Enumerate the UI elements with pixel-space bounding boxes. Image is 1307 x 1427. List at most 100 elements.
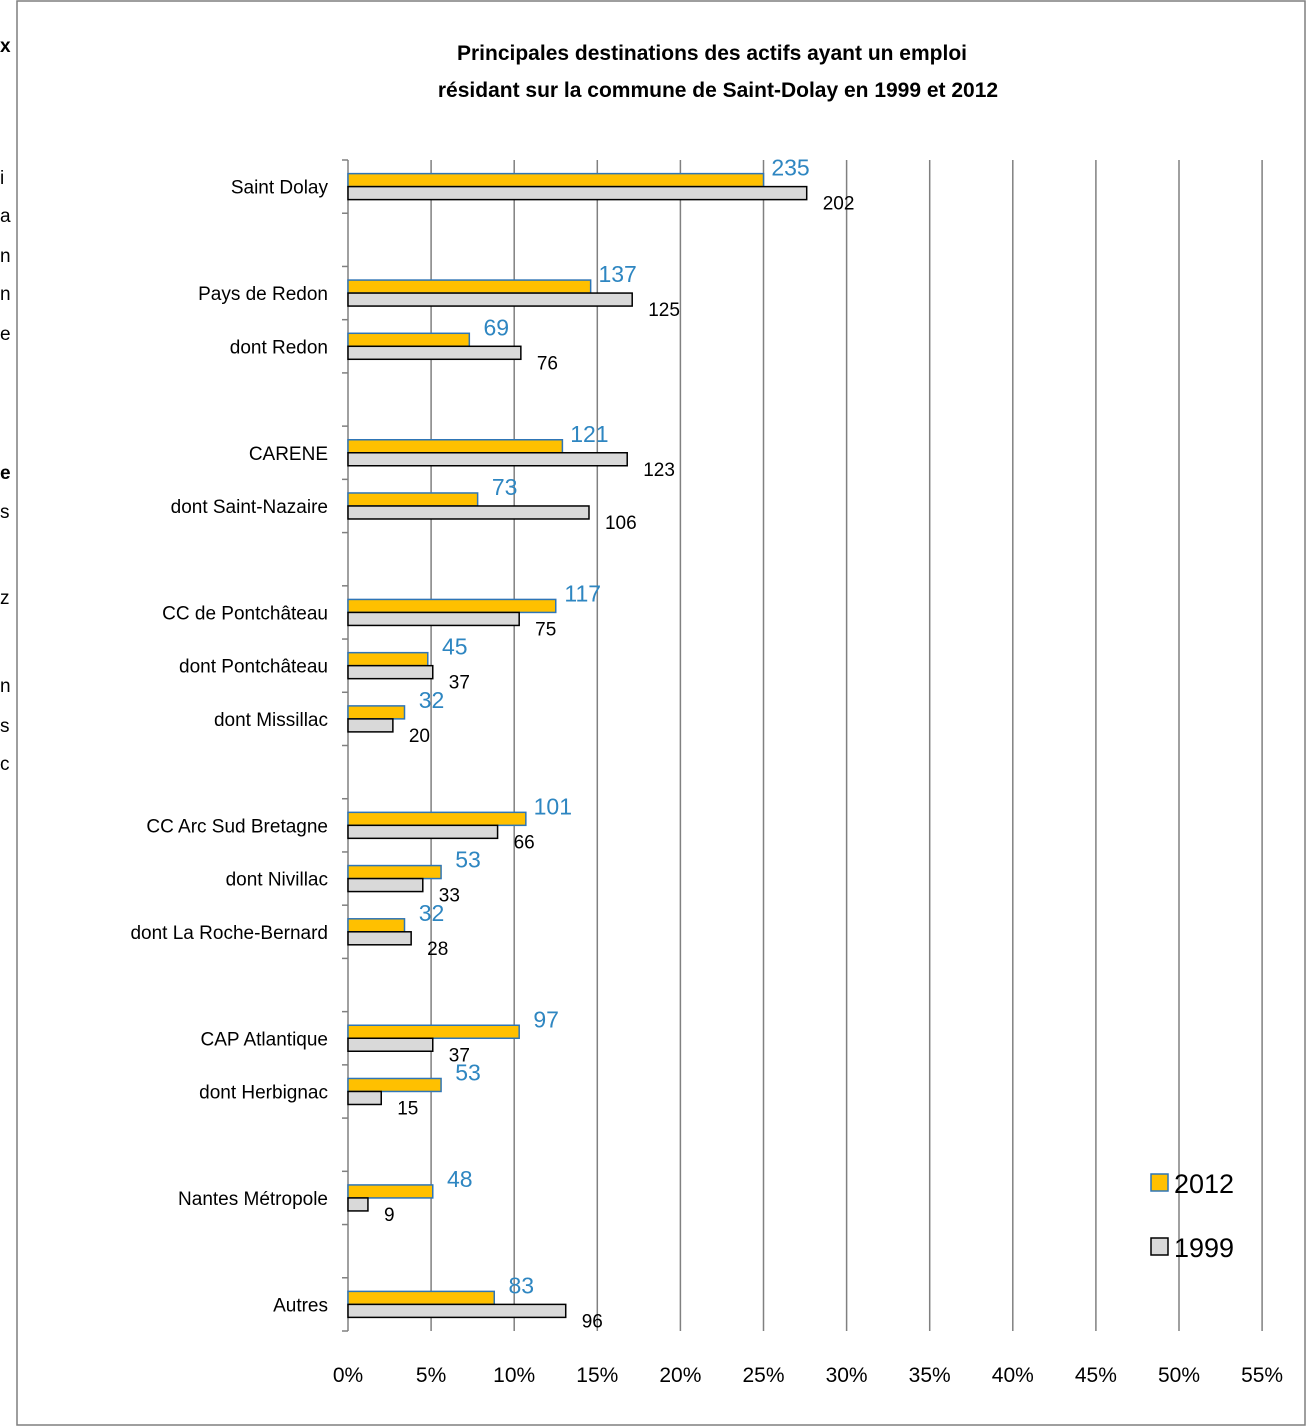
bar-1999	[347, 931, 412, 946]
legend-swatch-1999	[1150, 1237, 1169, 1256]
x-tick-label: 0%	[333, 1364, 363, 1387]
data-label-1999: 33	[439, 886, 460, 907]
data-label-1999: 9	[384, 1205, 395, 1226]
side-text-fragment: x	[0, 36, 11, 57]
category-label: Saint Dolay	[231, 178, 329, 199]
legend-swatch-2012	[1150, 1173, 1169, 1192]
side-text-fragment: s	[0, 502, 10, 523]
data-label-2012: 83	[508, 1272, 534, 1298]
x-tick-label: 5%	[416, 1364, 446, 1387]
data-label-2012: 53	[455, 1059, 481, 1085]
data-label-2012: 137	[598, 261, 636, 287]
x-tick-label: 30%	[826, 1364, 868, 1387]
bar-2012	[347, 918, 406, 933]
legend-label-2012: 2012	[1174, 1169, 1234, 1199]
chart-title-line-1: Principales destinations des actifs ayan…	[457, 42, 967, 65]
data-label-1999: 20	[409, 726, 430, 747]
x-tick-label: 20%	[659, 1364, 701, 1387]
category-label: Autres	[273, 1295, 328, 1316]
bar-1999	[347, 452, 628, 467]
data-label-1999: 66	[514, 832, 535, 853]
category-label: dont Nivillac	[226, 870, 328, 891]
x-tick-label: 45%	[1075, 1364, 1117, 1387]
category-label: dont Redon	[230, 337, 328, 358]
bar-2012	[347, 598, 557, 614]
bar-2012	[347, 332, 471, 348]
side-text-fragment: e	[0, 324, 11, 345]
data-label-1999: 76	[537, 353, 558, 374]
legend: 2012 1999	[1150, 1169, 1234, 1263]
x-tick-label: 55%	[1241, 1364, 1283, 1387]
bar-1999	[347, 505, 590, 520]
bar-1999	[347, 664, 434, 680]
data-label-1999: 125	[648, 300, 680, 321]
category-labels: Saint Dolay Pays de Redon dont Redon CARENE…	[130, 178, 328, 1317]
category-label: CC Arc Sud Bretagne	[146, 816, 328, 837]
data-label-2012: 53	[455, 847, 481, 873]
data-label-1999: 37	[449, 673, 470, 694]
bar-1999	[347, 345, 522, 361]
data-label-2012: 69	[484, 314, 510, 340]
side-text-fragment: s	[0, 716, 10, 737]
data-label-1999: 37	[449, 1045, 470, 1066]
bar-1999	[347, 611, 520, 627]
side-text-fragment: e	[0, 463, 11, 484]
x-tick-label: 35%	[909, 1364, 951, 1387]
bar-2012	[347, 172, 765, 188]
bar-2012	[347, 705, 406, 720]
data-label-1999: 123	[643, 460, 675, 481]
data-label-1999: 15	[397, 1098, 418, 1119]
bar-1999	[347, 877, 424, 893]
x-tick-label: 25%	[742, 1364, 784, 1387]
category-label: dont Saint-Nazaire	[171, 497, 328, 518]
side-text-fragment: c	[0, 754, 10, 775]
bar-2012	[347, 1077, 442, 1093]
bar-2012	[347, 1290, 496, 1306]
data-label-2012: 32	[419, 900, 445, 926]
bar-1999	[347, 185, 808, 201]
bar-2012	[347, 864, 442, 880]
side-text-fragment: n	[0, 246, 11, 267]
bar-2012	[347, 1184, 434, 1199]
data-label-2012: 121	[570, 421, 608, 447]
category-label: CAP Atlantique	[201, 1029, 328, 1050]
category-label: dont Herbignac	[199, 1082, 328, 1103]
bar-1999	[347, 1197, 369, 1212]
chart-title-line-2: résidant sur la commune de Saint-Dolay e…	[438, 79, 998, 102]
value-labels: 2352021371256976121123731061177545373220…	[384, 155, 854, 1333]
cropped-side-text: x i a n n e e s z n s c	[0, 36, 11, 775]
bar-1999	[347, 1037, 434, 1052]
side-text-fragment: a	[0, 206, 11, 227]
category-label: Pays de Redon	[198, 284, 328, 305]
x-tick-label: 15%	[576, 1364, 618, 1387]
bar-2012	[347, 811, 527, 827]
data-label-1999: 75	[535, 619, 556, 640]
bar-1999	[347, 1303, 567, 1319]
category-label: dont Missillac	[214, 710, 328, 731]
legend-label-1999: 1999	[1174, 1233, 1234, 1263]
data-label-2012: 48	[447, 1166, 473, 1192]
chart-frame	[16, 0, 1306, 1426]
bar-1999	[347, 292, 633, 307]
side-text-fragment: n	[0, 284, 11, 305]
data-label-2012: 235	[771, 155, 809, 181]
data-label-2012: 32	[419, 687, 445, 713]
data-label-2012: 117	[564, 580, 601, 606]
category-label: CARENE	[249, 444, 328, 465]
bar-2012	[347, 492, 479, 507]
side-text-fragment: n	[0, 676, 11, 697]
bar-1999	[347, 824, 499, 840]
category-label: dont La Roche-Bernard	[130, 923, 328, 944]
x-axis-tick-labels: 0% 5% 10% 15% 20% 25% 30% 35% 40% 45% 50% 55%	[333, 1364, 1283, 1387]
bar-1999	[347, 718, 394, 733]
data-label-1999: 28	[427, 939, 448, 960]
x-tick-label: 40%	[992, 1364, 1034, 1387]
x-tick-label: 50%	[1158, 1364, 1200, 1387]
data-label-2012: 97	[533, 1006, 559, 1032]
data-label-2012: 101	[534, 793, 572, 819]
bar-1999	[347, 1090, 382, 1106]
x-tick-label: 10%	[493, 1364, 535, 1387]
side-text-fragment: i	[0, 168, 4, 189]
bar-2012	[347, 279, 592, 294]
